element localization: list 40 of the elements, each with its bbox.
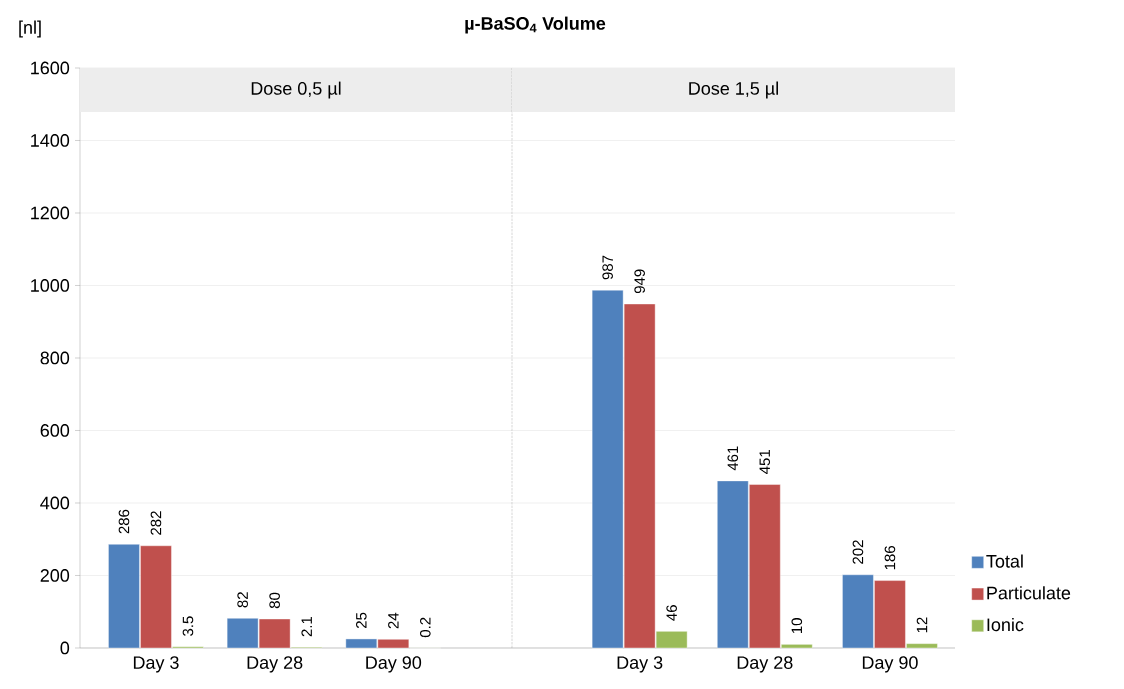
text: Dose 1,5 µl xyxy=(689,81,778,99)
data-label: 186 xyxy=(884,546,896,570)
data-label: 461 xyxy=(727,446,739,471)
data-label: 2.1 xyxy=(301,616,312,637)
y-tick-label: 800 xyxy=(40,351,70,365)
y-tick-label: 1600 xyxy=(31,61,70,75)
y-tick-label: 400 xyxy=(40,496,70,510)
data-label: 202 xyxy=(852,540,864,564)
data-label: 0.2 xyxy=(420,617,431,638)
x-tick-label: Day 90 xyxy=(862,656,918,673)
chart-title: µ-BaSO$_{4}$ Volume xyxy=(465,16,606,34)
data-label: 80 xyxy=(269,592,280,609)
x-tick-label: Day 90 xyxy=(366,656,422,673)
data-label: 987 xyxy=(602,255,613,280)
data-label: 451 xyxy=(759,450,771,474)
data-label: 12 xyxy=(916,617,928,633)
x-tick-label: Day 28 xyxy=(737,656,793,673)
text: Dose 0,5 µl xyxy=(251,81,341,99)
x-tick-label: Day 3 xyxy=(133,656,179,673)
data-label: 3.5 xyxy=(182,616,194,636)
y-tick-label: 1000 xyxy=(31,279,70,292)
data-label: 949 xyxy=(634,269,645,294)
data-label: 82 xyxy=(237,592,248,608)
y-tick-label: 1400 xyxy=(31,134,70,147)
y-tick-label: 200 xyxy=(40,569,70,582)
y-tick-label: 1200 xyxy=(31,206,70,220)
legend-label: Particulate xyxy=(987,586,1071,600)
data-label: 10 xyxy=(791,618,803,634)
data-label: 24 xyxy=(388,612,399,629)
x-tick-label: Day 28 xyxy=(247,656,303,673)
data-label: 46 xyxy=(666,605,677,621)
legend-label: Ionic xyxy=(987,617,1024,632)
y-axis-title: [nl] xyxy=(19,20,41,38)
data-label: 282 xyxy=(150,511,162,535)
x-tick-label: Day 3 xyxy=(617,656,663,673)
y-tick-label: 0 xyxy=(60,641,70,655)
y-tick-label: 600 xyxy=(40,424,70,437)
legend-label: Total xyxy=(986,554,1023,568)
data-label: 286 xyxy=(118,509,130,534)
data-label: 25 xyxy=(356,612,367,628)
